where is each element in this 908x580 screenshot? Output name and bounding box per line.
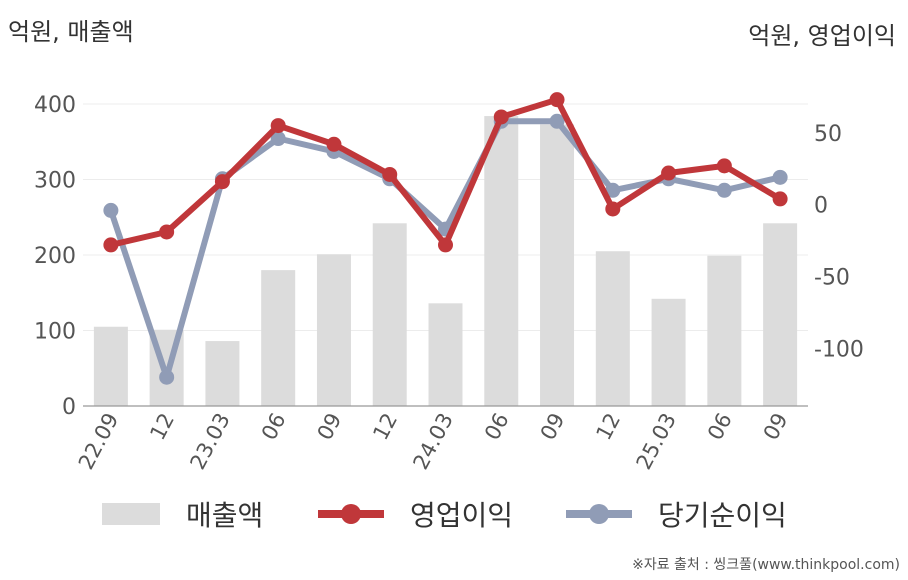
legend-swatch-revenue [102,503,160,525]
left-tick-label: 100 [34,320,76,345]
bar-revenue [316,254,351,406]
x-tick-label: 22.09 [74,409,123,473]
x-tick-label: 12 [145,409,179,444]
point-net-income [103,202,119,218]
bar-revenue [484,116,519,406]
point-operating-profit [159,224,175,240]
bar-revenue [93,326,128,406]
legend-item-net-income: 당기순이익 [566,492,787,536]
point-operating-profit [605,201,621,217]
bar-revenue [540,124,575,406]
point-net-income [772,169,788,185]
left-tick-label: 0 [62,395,76,420]
bar-revenue [261,270,296,406]
x-tick-label: 25.03 [632,409,681,473]
left-axis-unit: 억원, 매출액 [8,18,134,46]
legend-item-revenue: 매출액 [102,492,263,536]
left-tick-label: 400 [34,93,76,118]
legend-swatch-operating-profit [318,504,384,524]
point-net-income [716,182,732,198]
bar-revenue [205,341,240,406]
point-operating-profit [716,158,732,174]
bar-revenue [595,251,630,406]
point-operating-profit [326,136,342,152]
point-net-income [549,113,565,129]
point-operating-profit [438,237,453,253]
bar-revenue [707,255,742,406]
bar-revenue [428,303,463,406]
point-operating-profit [214,174,230,190]
x-tick-label: 12 [368,409,402,444]
right-axis-unit: 억원, 영업이익 [748,22,896,50]
point-net-income [270,131,286,147]
point-operating-profit [661,165,677,181]
point-operating-profit [772,191,788,207]
right-tick-label: -100 [814,337,864,362]
bar-revenue [763,223,798,406]
right-tick-label: 50 [814,122,842,147]
x-tick-label: 09 [313,409,347,444]
point-net-income [159,369,175,385]
left-tick-label: 200 [34,244,76,269]
x-tick-label: 12 [591,409,625,444]
x-tick-label: 09 [759,409,793,444]
bar-revenue [372,223,407,406]
point-operating-profit [270,118,286,134]
x-tick-label: 06 [257,409,291,444]
bar-revenue [651,298,686,406]
point-operating-profit [549,92,565,108]
legend: 매출액 영업이익 당기순이익 [0,492,908,536]
x-tick-label: 06 [480,409,514,444]
left-tick-label: 300 [34,169,76,194]
point-operating-profit [493,109,509,125]
legend-label-operating-profit: 영업이익 [410,499,514,532]
point-operating-profit [382,166,398,182]
legend-swatch-net-income [566,504,632,524]
legend-label-revenue: 매출액 [186,499,264,532]
legend-item-operating-profit: 영업이익 [318,492,513,536]
right-tick-label: -50 [814,266,850,291]
x-tick-label: 24.03 [408,409,457,473]
x-tick-label: 06 [703,409,737,444]
legend-label-net-income: 당기순이익 [658,499,787,532]
x-tick-label: 09 [536,409,570,444]
point-operating-profit [103,237,119,253]
point-net-income [605,182,621,198]
source-note: ※자료 출처 : 씽크풀(www.thinkpool.com) [632,557,900,573]
right-tick-label: 0 [814,194,828,219]
x-tick-label: 23.03 [185,409,234,473]
